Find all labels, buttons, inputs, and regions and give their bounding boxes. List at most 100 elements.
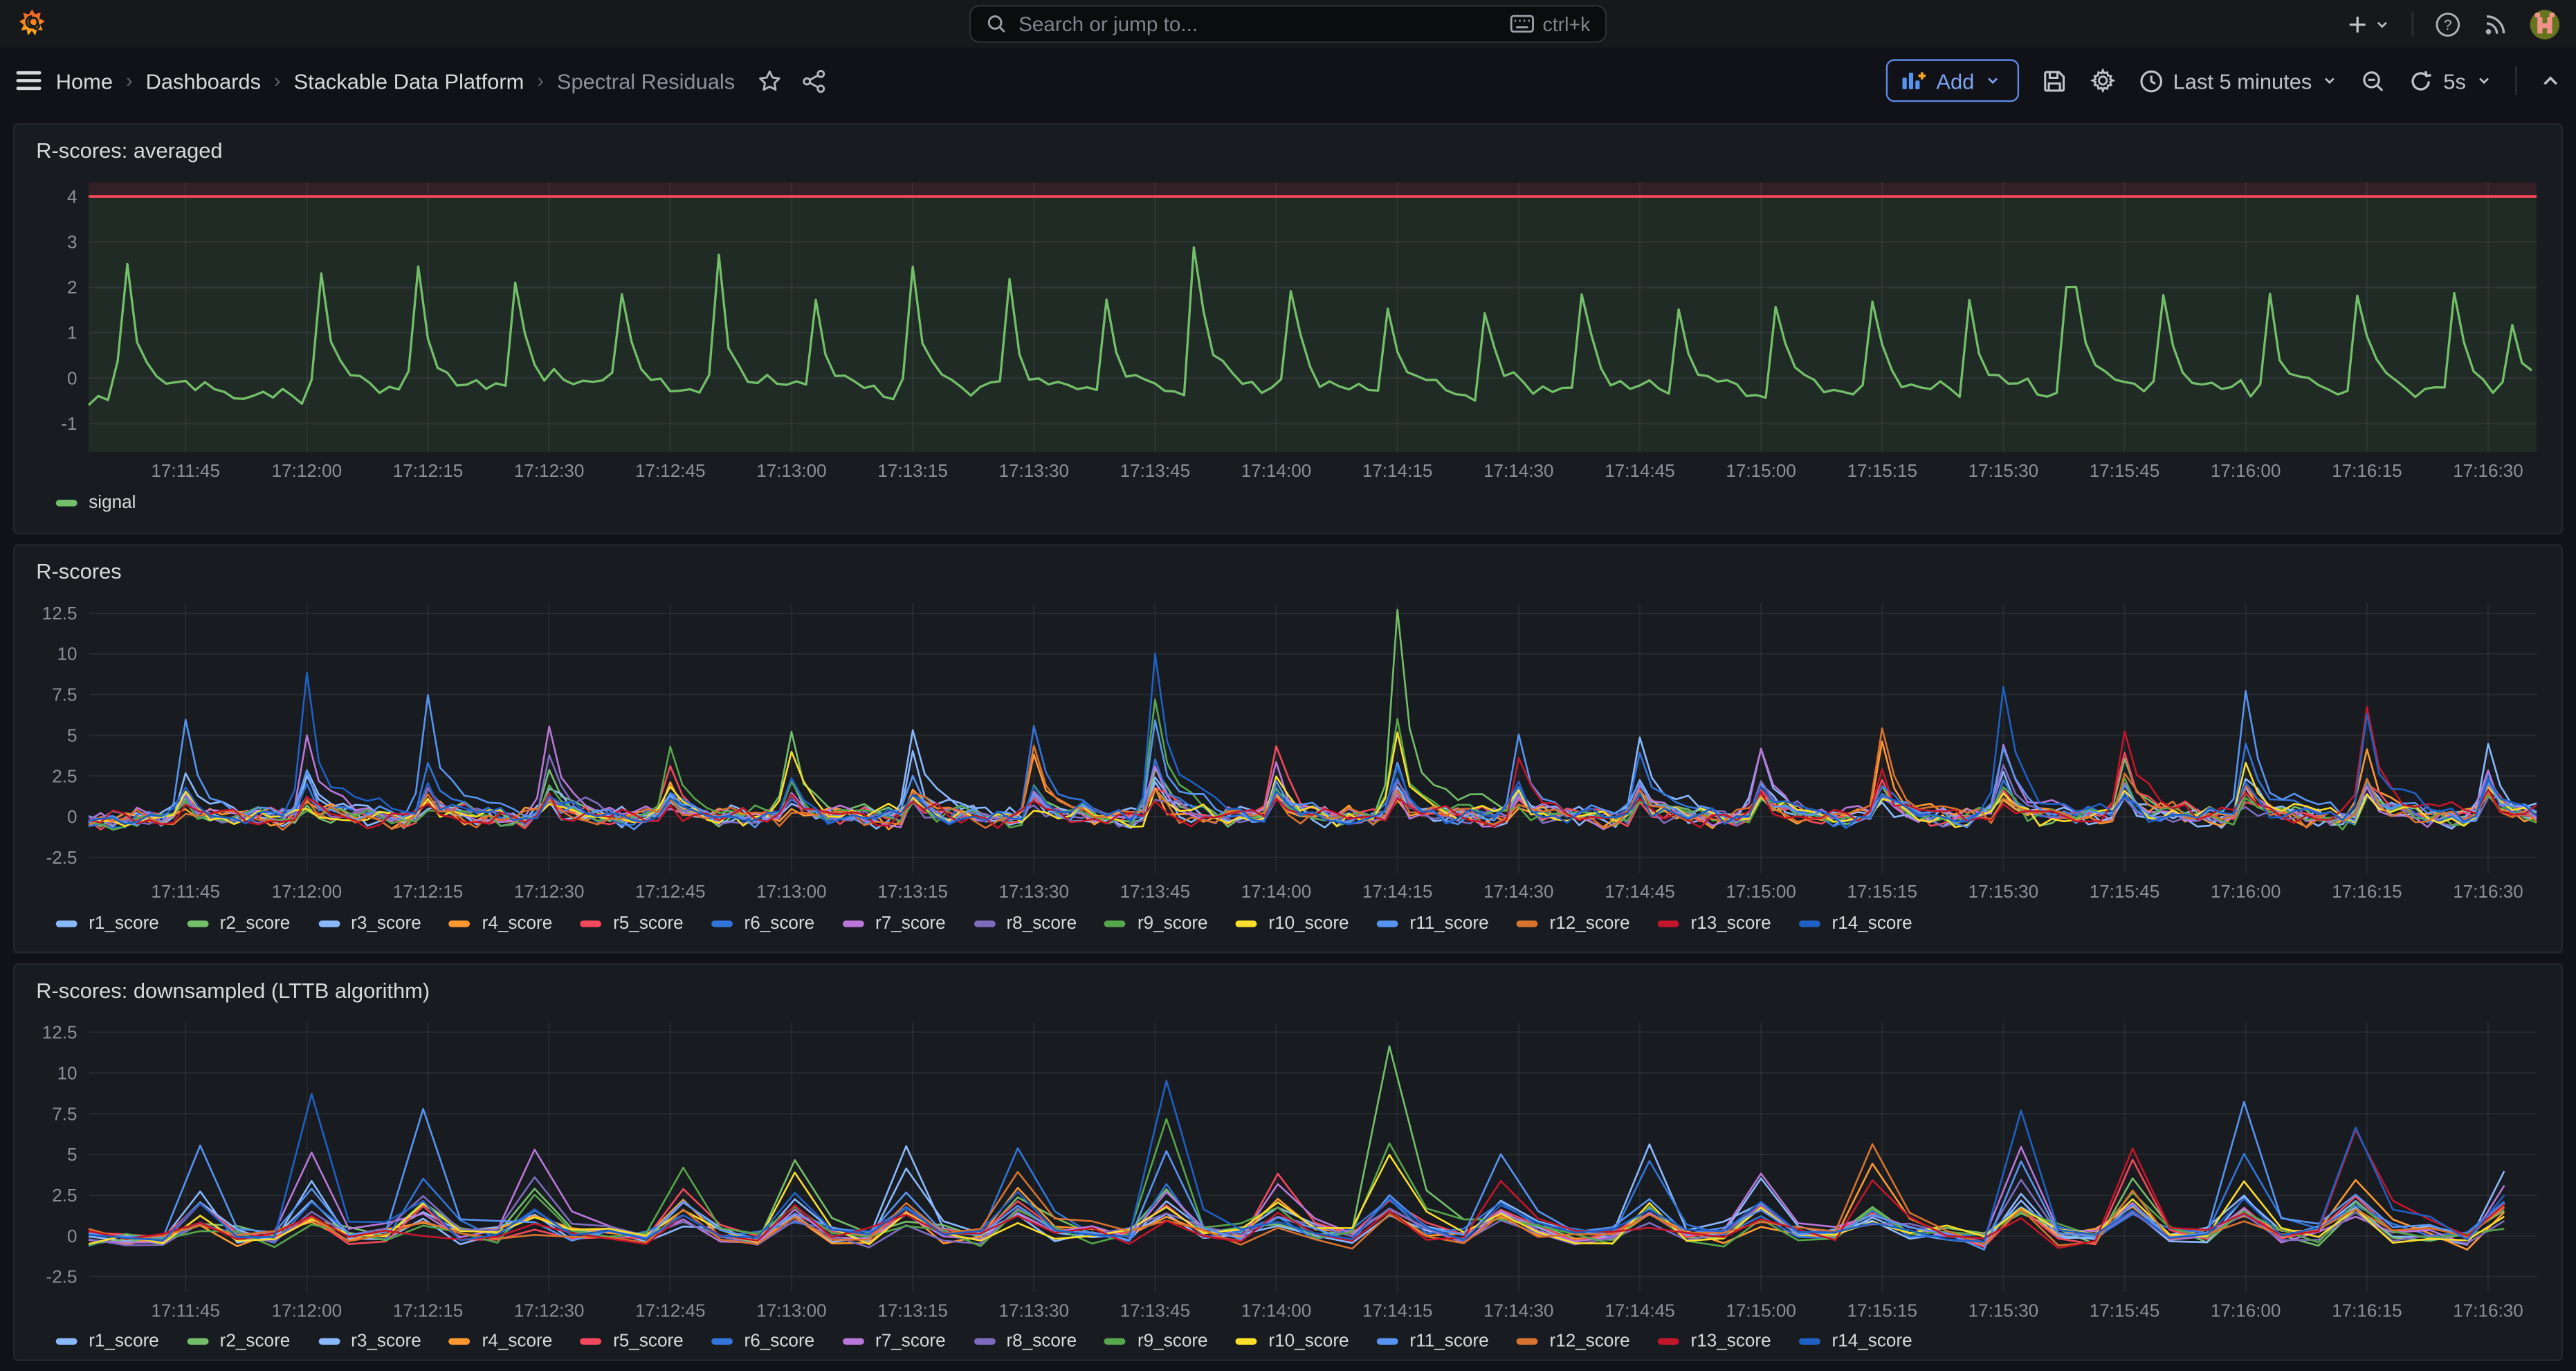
x-tick-label: 17:16:15: [2332, 881, 2402, 902]
collapse-toolbar-button[interactable]: [2540, 70, 2561, 91]
threshold-region: [89, 196, 2537, 453]
series-line-r12_score: [88, 1143, 2505, 1250]
legend-item-r9_score[interactable]: r9_score: [1104, 914, 1208, 934]
legend-item-r10_score[interactable]: r10_score: [1235, 1332, 1349, 1351]
x-tick-label: 17:15:15: [1847, 1300, 1917, 1321]
legend-item-r6_score[interactable]: r6_score: [711, 1331, 815, 1352]
zoom-out-button[interactable]: [2362, 69, 2386, 93]
legend-item-r8_score[interactable]: r8_score: [973, 1332, 1077, 1351]
x-tick-label: 17:12:30: [514, 460, 584, 481]
mega-menu-button[interactable]: [15, 69, 42, 92]
legend-item-r9_score[interactable]: r9_score: [1104, 1332, 1208, 1351]
legend-item-r14_score[interactable]: r14_score: [1799, 1331, 1912, 1352]
legend-label: r12_score: [1549, 1331, 1630, 1352]
search-placeholder: Search or jump to...: [1018, 12, 1198, 36]
help-button[interactable]: ?: [2435, 10, 2461, 37]
x-tick-label: 17:14:30: [1483, 1300, 1553, 1321]
legend-item-r11_score[interactable]: r11_score: [1376, 914, 1489, 934]
legend-item-r12_score[interactable]: r12_score: [1517, 1331, 1630, 1352]
time-series-chart[interactable]: 4 3 2 1 0 -1 17:11:45 17:12:00 17:12:15 17:12:30 1…: [30, 176, 2547, 488]
legend-item-signal[interactable]: signal: [55, 493, 136, 513]
legend-item-r1_score[interactable]: r1_score: [55, 914, 159, 934]
refresh-interval-label: 5s: [2443, 68, 2466, 93]
legend-item-r7_score[interactable]: r7_score: [842, 914, 946, 934]
search-shortcut: ctrl+k: [1510, 12, 1590, 35]
legend-item-r14_score[interactable]: r14_score: [1799, 914, 1912, 934]
search-input[interactable]: Search or jump to... ctrl+k: [969, 5, 1607, 43]
legend-item-r12_score[interactable]: r12_score: [1517, 914, 1630, 934]
new-menu-button[interactable]: [2346, 12, 2391, 35]
panel-title[interactable]: R-scores: [36, 559, 122, 584]
save-dashboard-button[interactable]: [2042, 69, 2067, 93]
breadcrumb-dashboards[interactable]: Dashboards: [145, 68, 262, 93]
x-tick-label: 17:13:30: [998, 1300, 1068, 1321]
legend-item-r6_score[interactable]: r6_score: [711, 914, 814, 934]
legend-item-r11_score[interactable]: r11_score: [1376, 1332, 1489, 1351]
dashboard-settings-button[interactable]: [2090, 67, 2116, 93]
legend-item-r13_score[interactable]: r13_score: [1658, 1332, 1771, 1351]
legend-item-r1_score[interactable]: r1_score: [55, 1332, 159, 1351]
toolbar-divider: [2515, 66, 2517, 96]
x-tick-label: 17:14:45: [1605, 881, 1674, 902]
breadcrumb-folder[interactable]: Stackable Data Platform: [293, 68, 524, 93]
legend-item-r2_score[interactable]: r2_score: [187, 914, 290, 934]
legend-item-r3_score[interactable]: r3_score: [318, 914, 421, 934]
panel-title[interactable]: R-scores: downsampled (LTTB algorithm): [36, 978, 430, 1003]
breadcrumb-current: Spectral Residuals: [556, 68, 736, 93]
x-tick-label: 17:12:15: [393, 881, 463, 902]
star-icon[interactable]: [758, 69, 783, 93]
legend-swatch: [1104, 1338, 1126, 1345]
legend-label: r3_score: [351, 914, 421, 934]
legend-item-r10_score[interactable]: r10_score: [1235, 914, 1349, 934]
gear-icon: [2090, 68, 2115, 93]
refresh-picker[interactable]: 5s: [2409, 69, 2492, 93]
keyboard-icon: [1510, 15, 1534, 33]
user-avatar[interactable]: [2530, 9, 2560, 39]
x-tick-label: 17:12:45: [635, 1300, 705, 1321]
legend-item-r2_score[interactable]: r2_score: [187, 1331, 291, 1352]
legend-item-r5_score[interactable]: r5_score: [580, 914, 684, 934]
legend-swatch: [318, 920, 340, 927]
x-tick-label: 17:15:00: [1726, 1300, 1796, 1321]
x-tick-label: 17:11:45: [151, 460, 220, 481]
legend-label: r6_score: [744, 914, 815, 934]
legend-swatch: [1799, 1338, 1820, 1345]
legend-swatch: [711, 1338, 733, 1345]
y-tick-label: 7.5: [52, 1103, 77, 1124]
save-icon: [2043, 70, 2065, 91]
time-series-chart[interactable]: 12.5 10 7.5 5 2.5 0 -2.5 17:11:45 17:12:00 17:12:…: [30, 597, 2547, 909]
x-tick-label: 17:14:00: [1241, 881, 1311, 902]
time-series-chart[interactable]: 12.5 10 7.5 5 2.5 0 -2.5 17:11:45 17:12:00 17:12:…: [30, 1016, 2547, 1328]
legend-item-r3_score[interactable]: r3_score: [318, 1332, 421, 1351]
x-tick-label: 17:15:00: [1726, 881, 1796, 902]
legend-item-r8_score[interactable]: r8_score: [973, 914, 1077, 934]
legend-label: r2_score: [219, 1331, 291, 1352]
legend-item-r5_score[interactable]: r5_score: [580, 1332, 684, 1351]
legend-item-r13_score[interactable]: r13_score: [1658, 914, 1771, 934]
news-button[interactable]: [2483, 10, 2509, 37]
panel-title[interactable]: R-scores: averaged: [36, 138, 223, 163]
help-icon: ?: [2436, 12, 2460, 36]
add-panel-button[interactable]: Add: [1885, 59, 2019, 102]
legend-swatch: [55, 1338, 77, 1345]
x-tick-label: 17:15:45: [2090, 881, 2159, 902]
time-range-picker[interactable]: Last 5 minutes: [2139, 69, 2339, 93]
series-line-r13_score: [88, 705, 2537, 830]
legend-item-r4_score[interactable]: r4_score: [449, 1332, 552, 1351]
breadcrumb-home[interactable]: Home: [55, 68, 113, 93]
series-line-r10_score: [88, 1154, 2505, 1246]
x-tick-label: 17:11:45: [151, 881, 220, 902]
legend-swatch: [1235, 1338, 1257, 1345]
legend-item-r7_score[interactable]: r7_score: [842, 1332, 946, 1351]
legend-label: r14_score: [1831, 1331, 1912, 1352]
x-tick-label: 17:15:45: [2090, 1300, 2159, 1321]
plus-icon: [2349, 16, 2366, 32]
legend-item-r4_score[interactable]: r4_score: [449, 914, 552, 934]
x-tick-label: 17:14:45: [1605, 1300, 1674, 1321]
legend-swatch: [1235, 920, 1257, 927]
grafana-logo[interactable]: [17, 8, 48, 39]
x-tick-label: 17:14:15: [1362, 1300, 1432, 1321]
share-icon[interactable]: [803, 69, 828, 93]
legend-label: r6_score: [744, 1331, 815, 1352]
